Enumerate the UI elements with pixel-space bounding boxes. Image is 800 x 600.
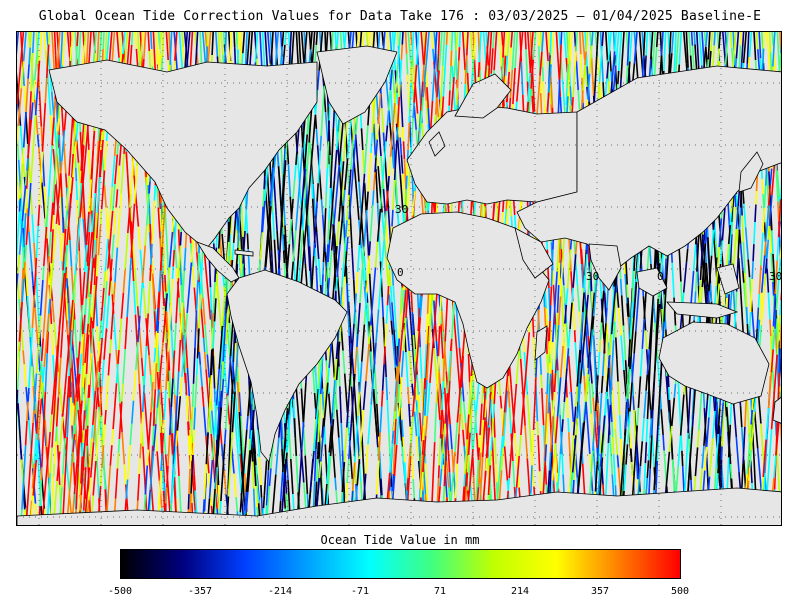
colorbar-title: Ocean Tide Value in mm (320, 533, 480, 547)
land-masses (17, 45, 781, 525)
tide-track-map: 30 0 30 30 0 (17, 32, 782, 525)
world-map: 30 0 30 30 0 (16, 31, 782, 526)
colorbar-tick: -214 (267, 586, 293, 597)
lat-label-right: 30 (769, 270, 782, 283)
lat-label-30e: 30 (586, 270, 599, 283)
colorbar-tick: -357 (187, 586, 213, 597)
colorbar-tick: 71 (433, 586, 447, 597)
colorbar-tick: 214 (510, 586, 530, 597)
colorbar-tick: -71 (350, 586, 370, 597)
colorbar (120, 549, 681, 579)
map-title: Global Ocean Tide Correction Values for … (38, 9, 762, 24)
lat-label-0-right: 0 (657, 270, 664, 283)
lat-label-30n: 30 (395, 203, 408, 216)
lat-label-0-center: 0 (397, 266, 404, 279)
colorbar-tick: 500 (670, 586, 690, 597)
colorbar-tick: -500 (107, 586, 133, 597)
colorbar-tick: 357 (590, 586, 610, 597)
